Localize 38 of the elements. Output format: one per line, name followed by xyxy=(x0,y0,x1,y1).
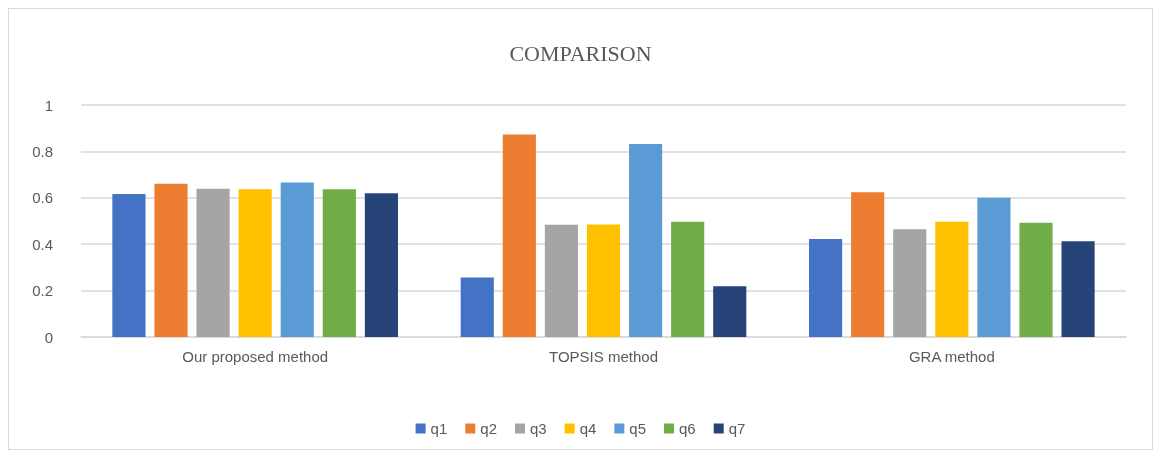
legend-label: q1 xyxy=(430,420,448,437)
bar xyxy=(154,183,188,337)
legend-label: q7 xyxy=(728,420,746,437)
bar xyxy=(544,224,578,337)
y-tick-label: 0.2 xyxy=(32,282,53,300)
x-tick-label: TOPSIS method xyxy=(549,348,658,365)
legend-label: q2 xyxy=(480,420,497,437)
legend-label: q4 xyxy=(579,420,597,437)
bar xyxy=(977,197,1011,337)
bar xyxy=(460,277,494,337)
bar xyxy=(893,229,927,337)
bar xyxy=(851,192,885,337)
bar xyxy=(238,189,272,337)
bar xyxy=(1061,241,1095,337)
bar xyxy=(1019,222,1053,337)
y-tick-label: 0.4 xyxy=(32,235,53,253)
y-tick-label: 0.6 xyxy=(32,189,53,207)
bar xyxy=(935,221,969,337)
x-tick-label: Our proposed method xyxy=(182,348,329,365)
bar xyxy=(809,239,843,337)
bar xyxy=(112,194,146,337)
bar xyxy=(502,134,536,337)
legend-label: q5 xyxy=(629,420,647,437)
bar xyxy=(280,182,314,337)
legend-label: q6 xyxy=(679,420,696,437)
y-tick-label: 0 xyxy=(44,328,53,346)
bar xyxy=(196,188,230,337)
legend-label: q3 xyxy=(529,420,547,437)
bar xyxy=(713,286,747,337)
x-tick-label: GRA method xyxy=(908,348,995,365)
bar xyxy=(364,193,398,337)
chart-title: COMPARISON xyxy=(509,40,652,66)
bar xyxy=(629,143,663,337)
bar xyxy=(671,221,705,337)
y-tick-label: 0.8 xyxy=(32,142,53,160)
y-tick-label: 1 xyxy=(44,96,53,114)
bar xyxy=(586,224,621,337)
bar xyxy=(322,189,356,337)
